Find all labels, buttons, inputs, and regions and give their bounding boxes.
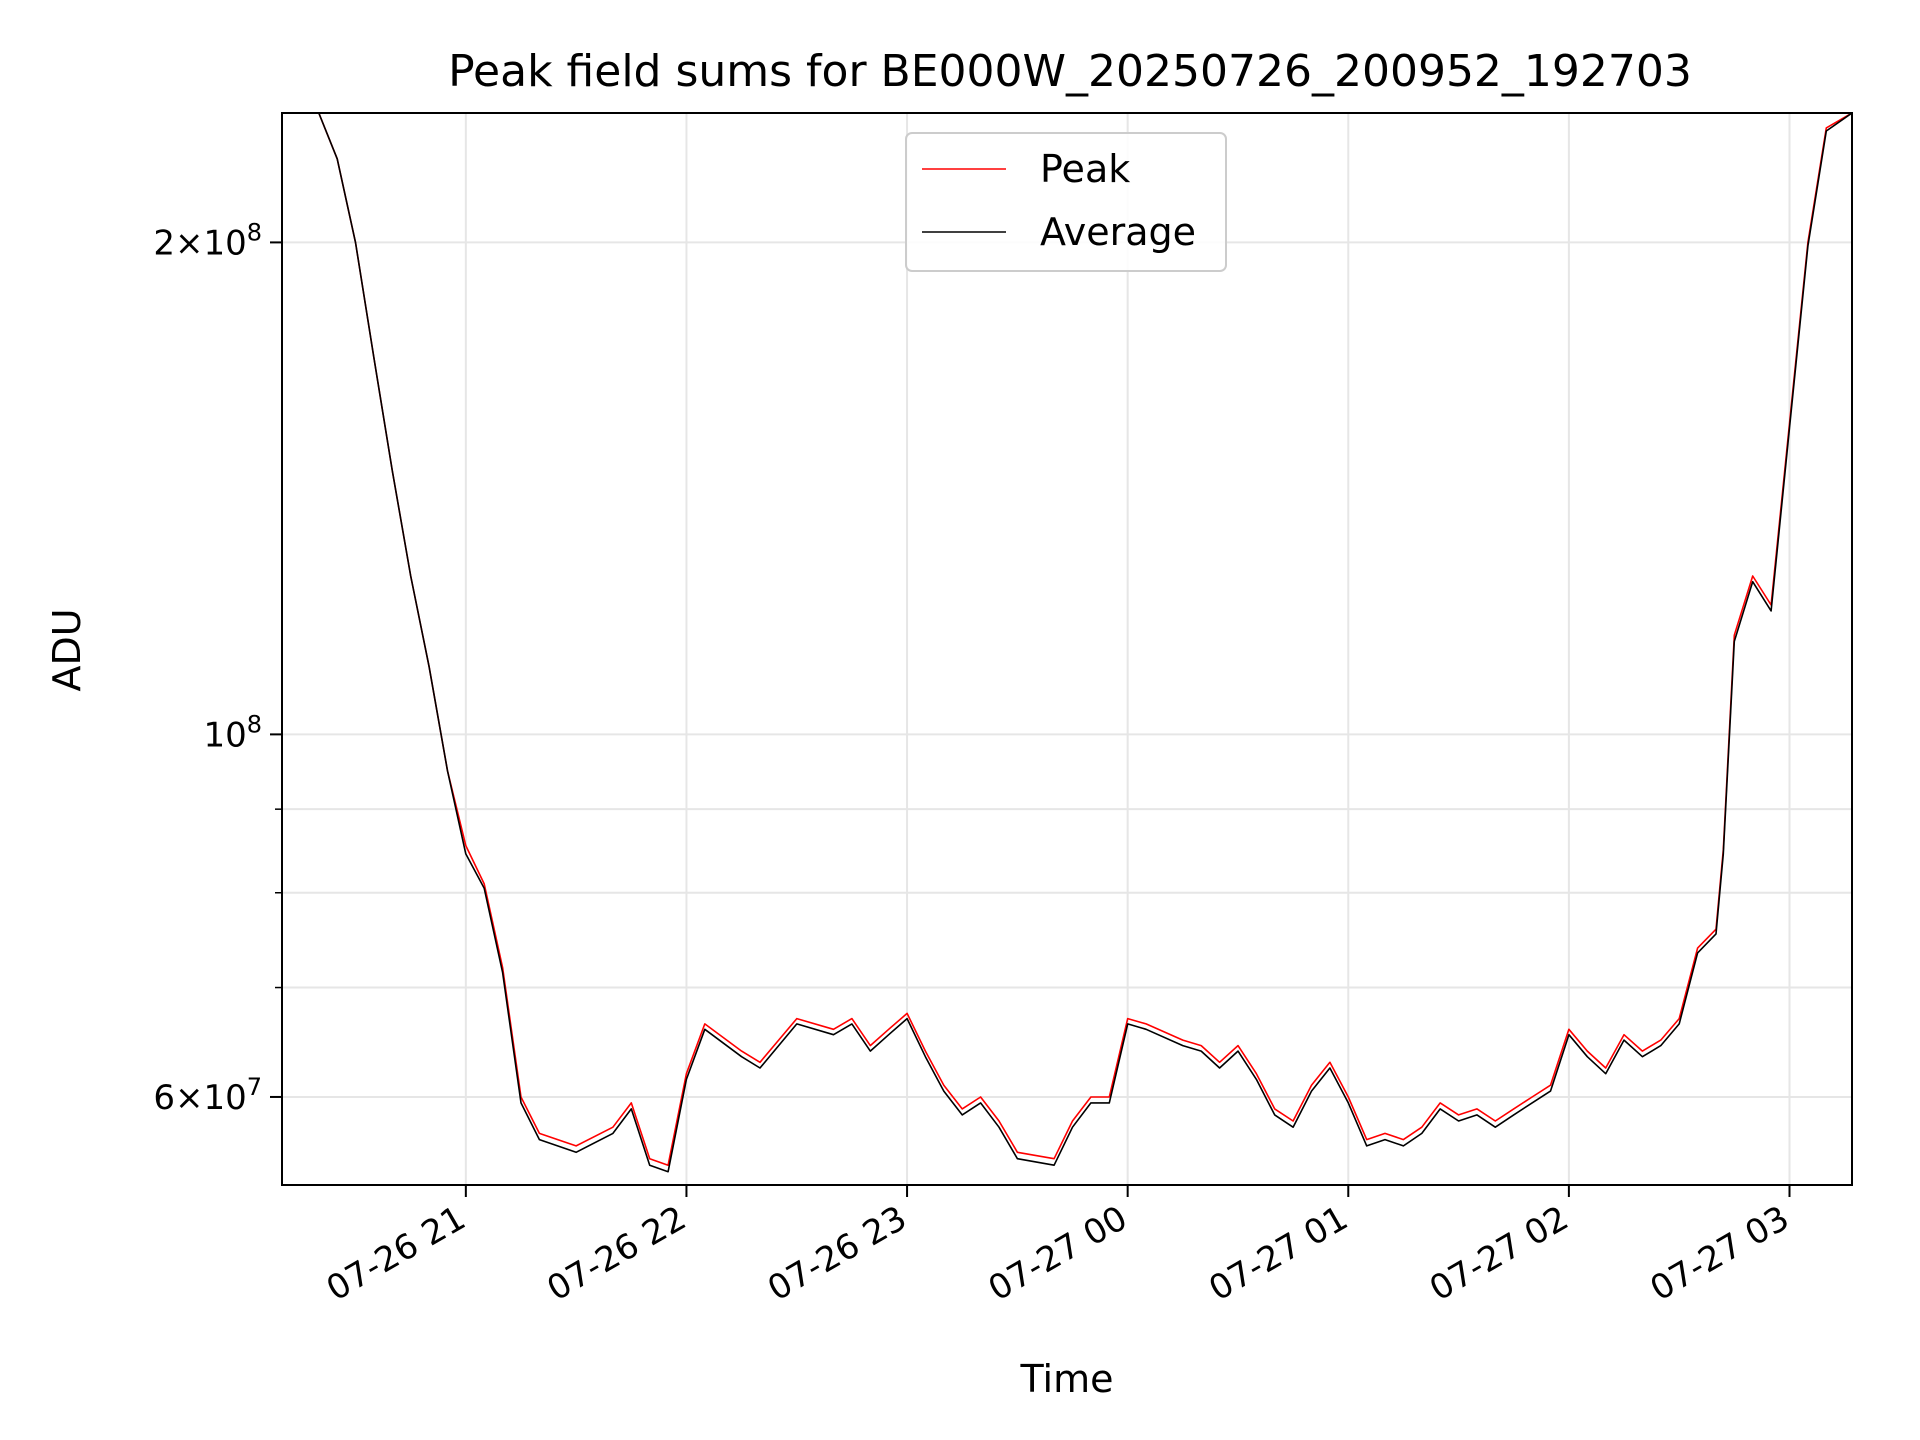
y-tick-label: 6×107 bbox=[153, 1073, 262, 1118]
chart-title: Peak field sums for BE000W_20250726_2009… bbox=[448, 46, 1692, 97]
plot-frame bbox=[281, 112, 1853, 1186]
legend-box bbox=[905, 132, 1227, 272]
series-line-average bbox=[282, 113, 1852, 1173]
y-axis-label: ADU bbox=[45, 608, 89, 691]
legend-label-peak: Peak bbox=[1040, 147, 1130, 191]
y-tick-label: 2×108 bbox=[153, 218, 262, 263]
legend-label-average: Average bbox=[1040, 210, 1196, 254]
x-axis-label: Time bbox=[1020, 1357, 1114, 1401]
y-tick-label: 108 bbox=[203, 710, 262, 755]
series-layer bbox=[282, 113, 1852, 1173]
y-axis: 6×107 108 2×108 bbox=[153, 218, 282, 1118]
series-line-peak bbox=[282, 113, 1852, 1166]
legend: Peak Average bbox=[905, 132, 1227, 272]
